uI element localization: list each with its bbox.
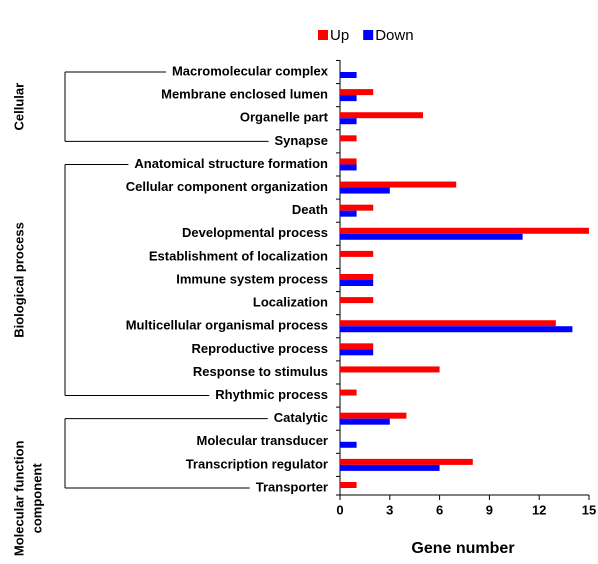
x-tick-label: 3 [386, 502, 393, 517]
category-label: Transcription regulator [186, 456, 328, 471]
x-tick-label: 9 [486, 502, 493, 517]
legend-swatch [363, 30, 374, 40]
group-label: Molecular function [11, 440, 26, 556]
category-label: Anatomical structure formation [134, 156, 328, 171]
bar [340, 464, 440, 471]
category-label: Synapse [275, 133, 328, 148]
bar [340, 274, 374, 280]
category-label: Transporter [256, 479, 328, 494]
category-label: Molecular transducer [197, 433, 329, 448]
category-label: Immune system process [176, 271, 328, 286]
bar [340, 343, 374, 350]
category-label: Rhythmic process [215, 387, 328, 402]
bar [340, 210, 357, 217]
bar [340, 112, 423, 119]
bar [340, 89, 374, 96]
bar [340, 204, 374, 211]
x-tick-label: 0 [336, 502, 343, 517]
category-label: Multicellular organismal process [126, 318, 328, 333]
category-label: Catalytic [274, 410, 328, 425]
bar [340, 326, 573, 333]
bar [340, 250, 374, 257]
bar [340, 366, 440, 373]
bar [340, 412, 407, 419]
x-axis-label: Gene number [411, 540, 514, 557]
x-tick-label: 12 [532, 502, 546, 517]
category-label: Organelle part [240, 110, 329, 125]
bar [340, 118, 357, 125]
x-tick-label: 6 [436, 502, 443, 517]
legend-swatch [318, 30, 328, 40]
bar [340, 418, 390, 425]
group-label: Biological process [11, 222, 26, 338]
legend-label: Up [330, 27, 349, 44]
bar [340, 320, 556, 327]
bar [340, 158, 357, 165]
category-label: Localization [253, 295, 328, 310]
bar [340, 187, 390, 194]
bar [340, 233, 523, 240]
category-label: Reproductive process [191, 341, 328, 356]
bar [340, 349, 374, 356]
bar [340, 482, 357, 488]
bar [340, 135, 357, 142]
bar [340, 181, 457, 188]
bar [340, 280, 374, 286]
category-label: Response to stimulus [193, 364, 328, 379]
group-label: component [29, 463, 44, 534]
category-label: Membrane enclosed lumen [161, 87, 328, 102]
bar [340, 227, 589, 234]
category-label: Macromolecular complex [172, 63, 329, 78]
x-tick-label: 15 [582, 502, 596, 517]
bar [340, 164, 357, 171]
bar [340, 389, 357, 396]
bar [340, 441, 357, 448]
bar [340, 297, 374, 304]
legend-label: Down [375, 27, 413, 44]
category-label: Establishment of localization [149, 248, 328, 263]
bar [340, 458, 473, 465]
bar [340, 72, 357, 78]
category-label: Death [292, 202, 328, 217]
bar [340, 95, 357, 102]
group-label: Cellular [11, 83, 26, 131]
category-label: Developmental process [182, 225, 328, 240]
category-label: Cellular component organization [126, 179, 328, 194]
